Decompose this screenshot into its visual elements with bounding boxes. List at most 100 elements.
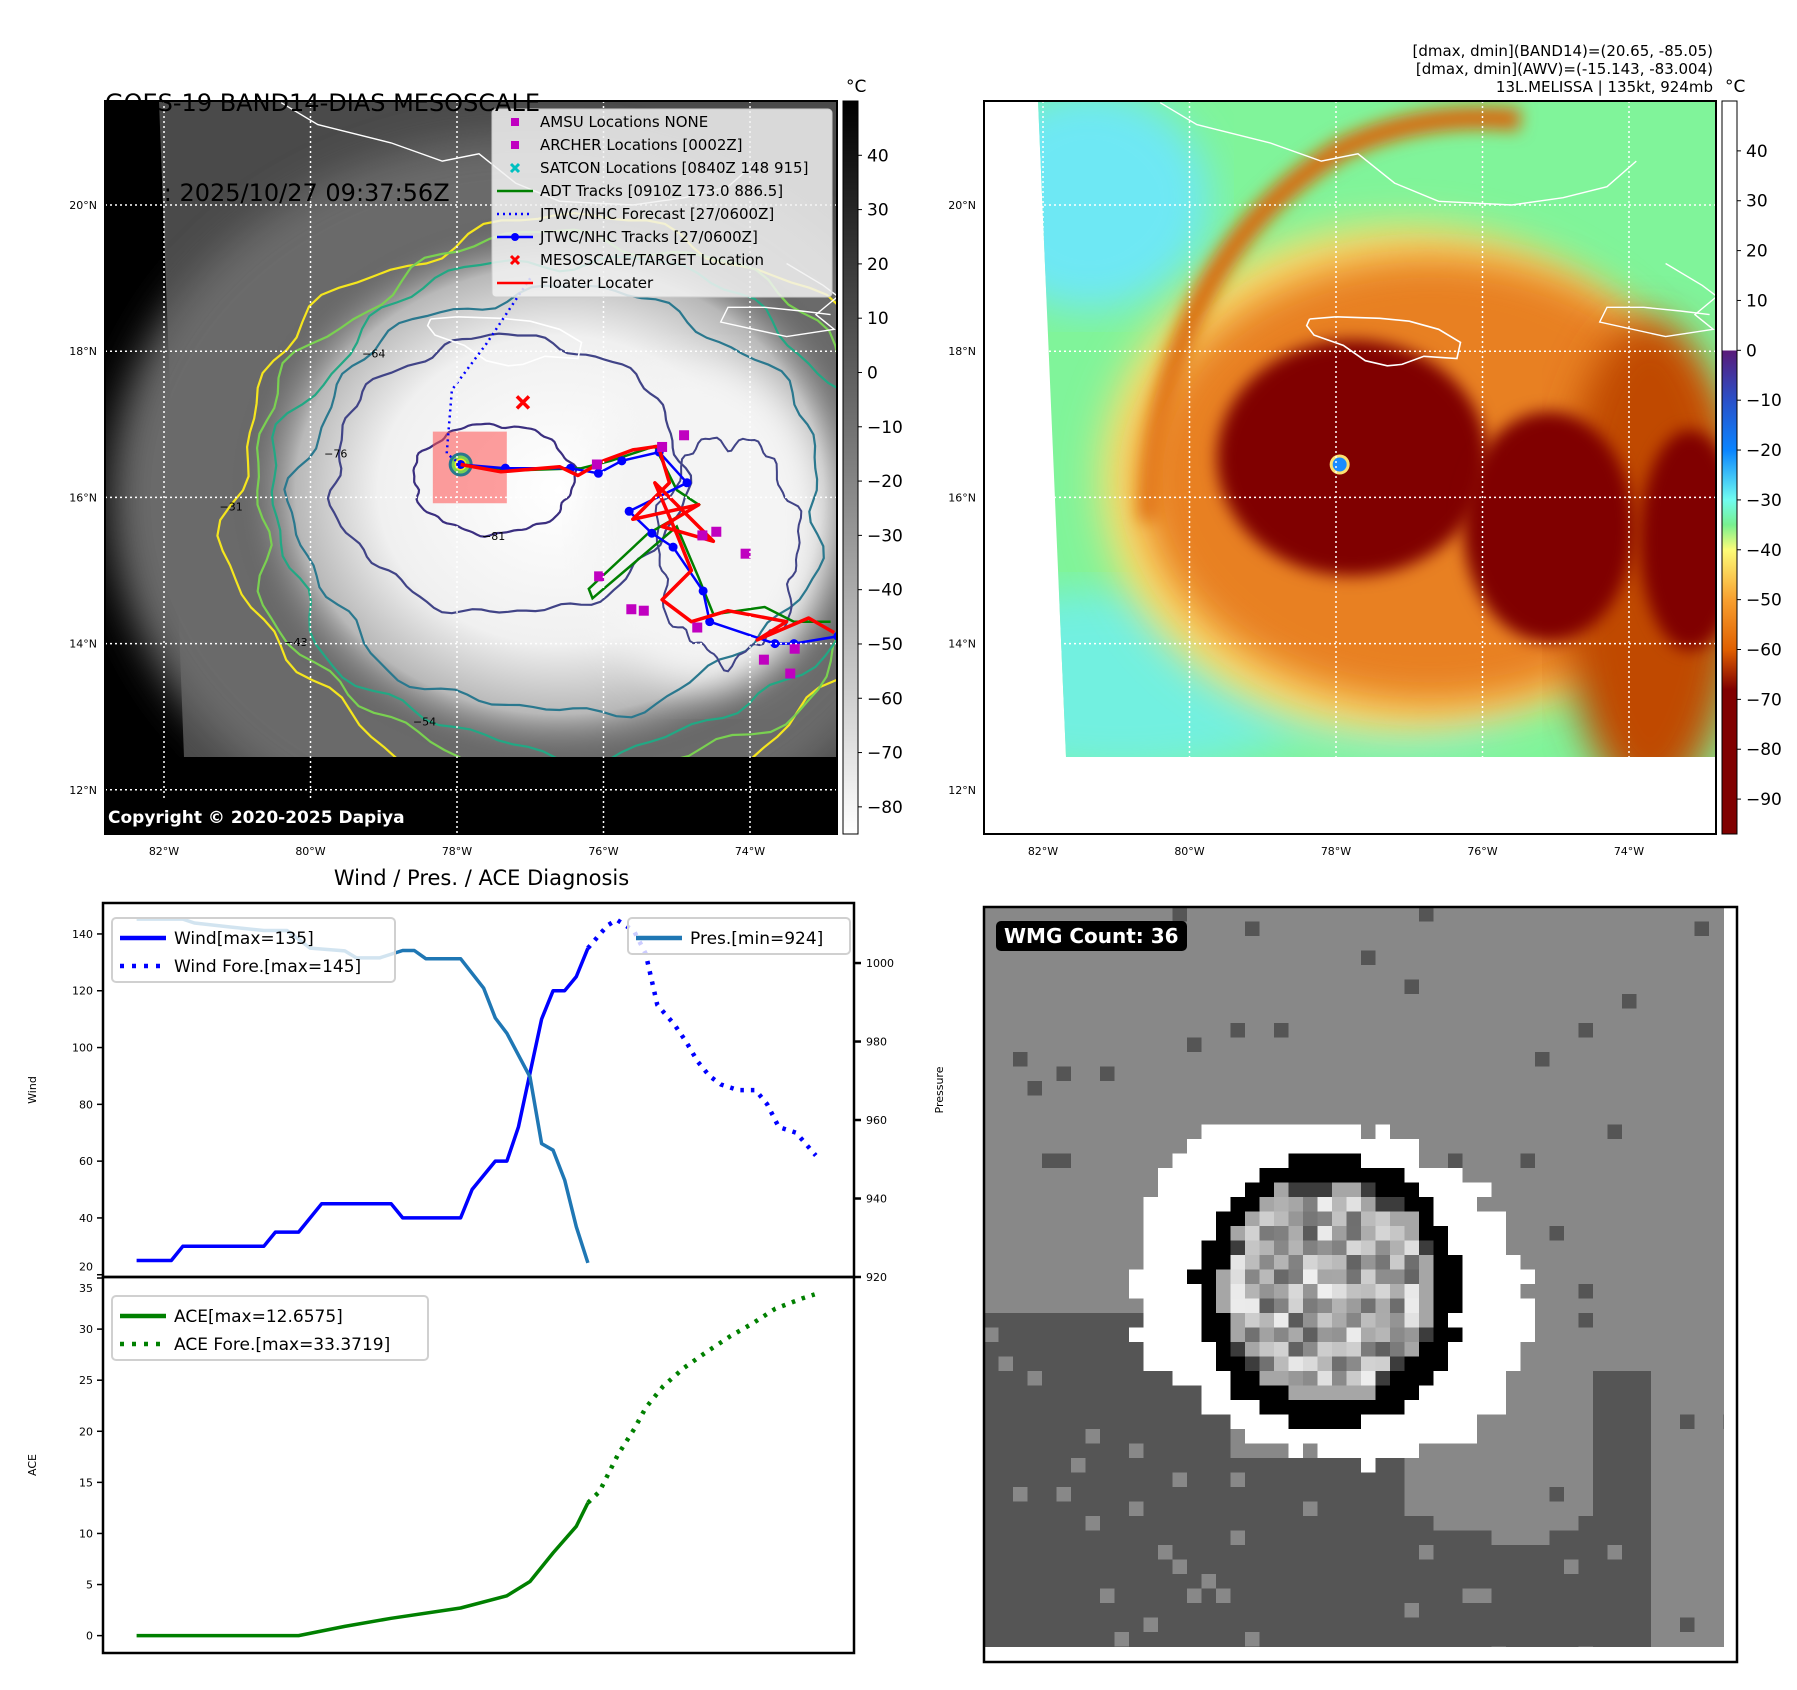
wmg-pixel — [1085, 1052, 1101, 1067]
wmg-pixel — [1332, 1240, 1347, 1256]
wmg-pixel — [1013, 1023, 1028, 1038]
wmg-pixel — [1607, 1342, 1623, 1357]
wmg-pixel — [1317, 1588, 1333, 1604]
wmg-pixel — [1230, 979, 1246, 995]
wmg-pixel — [1694, 1632, 1710, 1647]
wmg-pixel — [1375, 1182, 1391, 1198]
wmg-pixel — [984, 1240, 999, 1256]
y-right-tick-label: 980 — [866, 1036, 887, 1049]
wmg-pixel — [1071, 1327, 1086, 1343]
colorbar-tick-label: −20 — [1746, 441, 1782, 461]
storm-info: [dmax, dmin](BAND14)=(20.65, -85.05) [dm… — [1413, 42, 1713, 96]
wmg-pixel — [1201, 936, 1217, 951]
wmg-pixel — [998, 1226, 1014, 1241]
wmg-pixel — [998, 950, 1014, 966]
lon-tick-label: 74°W — [735, 845, 765, 858]
contour-line — [283, 284, 825, 719]
wmg-pixel — [1694, 1487, 1710, 1502]
wmg-pixel — [1071, 1226, 1086, 1241]
wmg-pixel — [1564, 1211, 1579, 1227]
wmg-pixel — [1129, 1327, 1144, 1343]
wmg-pixel — [1694, 1429, 1710, 1444]
wmg-pixel — [1013, 1458, 1028, 1473]
wmg-pixel — [1143, 1356, 1159, 1372]
wmg-pixel — [998, 1617, 1014, 1633]
wmg-pixel — [1230, 1530, 1246, 1546]
wmg-pixel — [1027, 1037, 1043, 1053]
wmg-pixel — [1346, 1269, 1362, 1285]
y-tick-label: 40 — [79, 1212, 93, 1225]
wmg-pixel — [1636, 979, 1652, 995]
wmg-pixel — [984, 1414, 999, 1430]
wmg-pixel — [1593, 1168, 1608, 1183]
wmg-pixel — [1665, 1574, 1681, 1589]
wmg-pixel — [1216, 965, 1231, 980]
wmg-pixel — [1361, 1472, 1376, 1488]
wmg-pixel — [1230, 1226, 1246, 1241]
wmg-pixel — [1274, 1023, 1289, 1038]
wmg-pixel — [1419, 1284, 1434, 1299]
wmg-pixel — [1259, 936, 1275, 951]
wmg-pixel — [1303, 1385, 1318, 1401]
wmg-pixel — [1288, 1603, 1304, 1618]
wmg-pixel — [1071, 1037, 1086, 1053]
wmg-pixel — [1462, 1472, 1478, 1488]
wmg-pixel — [1680, 1168, 1695, 1183]
wmg-pixel — [1680, 1284, 1695, 1299]
wmg-pixel — [1433, 1269, 1449, 1285]
wmg-pixel — [1651, 1516, 1666, 1531]
wmg-pixel — [1361, 1255, 1376, 1270]
wmg-pixel — [1317, 1458, 1333, 1473]
awv-range: [dmax, dmin](AWV)=(-15.143, -83.004) — [1415, 60, 1713, 78]
wmg-pixel — [1651, 1255, 1666, 1270]
wmg-pixel — [1288, 1516, 1304, 1531]
wmg-pixel — [1158, 1052, 1173, 1067]
wmg-pixel — [1564, 1168, 1579, 1183]
wmg-pixel — [1274, 1269, 1289, 1285]
wmg-pixel — [1143, 1269, 1159, 1285]
wmg-pixel — [1114, 1211, 1130, 1227]
wmg-pixel — [1230, 1110, 1246, 1125]
wmg-pixel — [1245, 965, 1260, 980]
wmg-pixel — [1578, 965, 1594, 980]
colorbar-tick-label: −90 — [1746, 790, 1782, 810]
wmg-pixel — [1506, 1443, 1521, 1459]
colorbar-tick-label: −30 — [867, 526, 903, 546]
wmg-pixel — [1419, 1255, 1434, 1270]
archer-location-marker — [692, 622, 703, 633]
wmg-pixel — [1274, 1559, 1289, 1575]
wmg-pixel — [1448, 1284, 1463, 1299]
wmg-pixel — [1027, 1371, 1043, 1386]
wmg-pixel — [1056, 1008, 1072, 1024]
wmg-pixel — [1535, 1110, 1550, 1125]
wmg-pixel — [1491, 1023, 1507, 1038]
wmg-pixel — [1535, 1240, 1550, 1256]
wmg-pixel — [1042, 1023, 1057, 1038]
wmg-pixel — [984, 1400, 999, 1415]
wmg-pixel — [1419, 1443, 1434, 1459]
wmg-pixel — [1520, 1052, 1536, 1067]
wmg-pixel — [1477, 1327, 1492, 1343]
wmg-pixel — [1187, 936, 1202, 951]
wmg-pixel — [1143, 1008, 1159, 1024]
wmg-pixel — [1346, 1603, 1362, 1618]
wmg-pixel — [1013, 1284, 1028, 1299]
wmg-pixel — [1651, 1182, 1666, 1198]
wmg-pixel — [1535, 1081, 1550, 1096]
wmg-pixel — [1593, 936, 1608, 951]
wmg-pixel — [1085, 1168, 1101, 1183]
wmg-pixel — [1651, 1313, 1666, 1328]
wmg-pixel — [1230, 1284, 1246, 1299]
archer-location-marker — [657, 441, 668, 452]
wmg-pixel — [1375, 1414, 1391, 1430]
wmg-pixel — [1390, 1313, 1405, 1328]
dry-area — [1038, 101, 1210, 310]
wmg-pixel — [1245, 1472, 1260, 1488]
wmg-pixel — [1201, 1298, 1217, 1314]
wmg-pixel — [1535, 979, 1550, 995]
wmg-pixel — [1433, 1429, 1449, 1444]
wmg-pixel — [1622, 1487, 1637, 1502]
wmg-pixel — [1042, 1313, 1057, 1328]
wmg-pixel — [1274, 1255, 1289, 1270]
wmg-pixel — [1187, 1081, 1202, 1096]
